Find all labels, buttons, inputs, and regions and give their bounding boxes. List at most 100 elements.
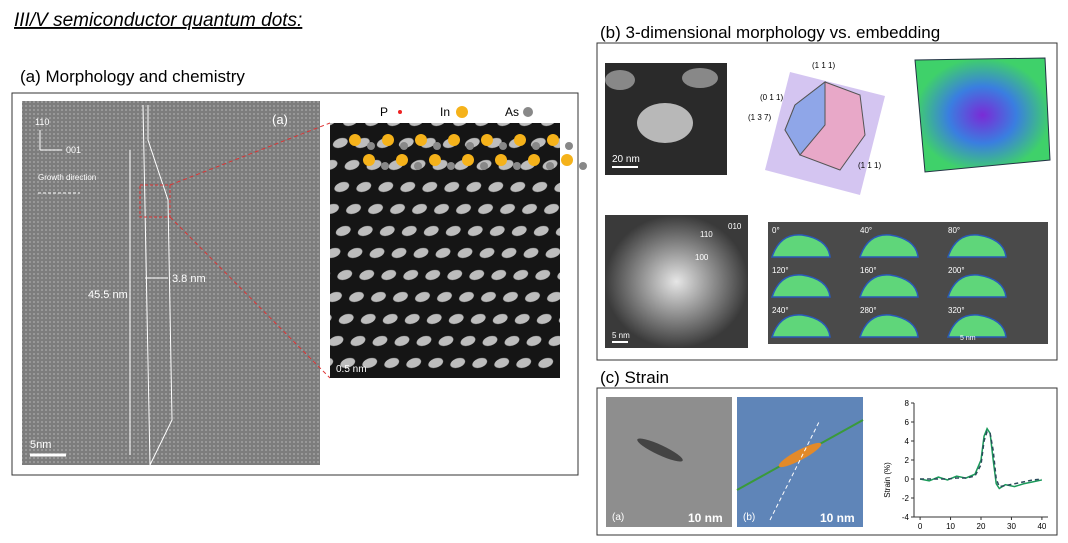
in-atom <box>495 154 507 166</box>
qd-view <box>770 234 831 258</box>
panel-frame <box>596 387 1058 536</box>
y-axis-label: Strain (%) <box>883 462 892 498</box>
panel-title: (b) 3-dimensional morphology vs. embeddi… <box>600 23 940 42</box>
strain-plot: -4 -2 0 2 4 6 8 0 10 20 30 40 <box>902 399 1048 531</box>
zoom-line <box>169 122 331 186</box>
in-atom <box>382 134 394 146</box>
in-atom <box>514 134 526 146</box>
strain-line <box>920 430 1042 488</box>
legend-dot <box>523 107 533 117</box>
strain-map <box>737 397 863 527</box>
panel-label: (b) <box>743 512 755 523</box>
scale-label: 5nm <box>30 439 51 451</box>
as-atom <box>532 142 540 150</box>
y-tick-label: 0 <box>905 475 910 484</box>
outline <box>147 105 173 466</box>
legend-dot <box>456 106 468 118</box>
qd-view <box>858 234 919 258</box>
angle-label: 160° <box>860 266 877 275</box>
legend-label: In <box>440 105 450 119</box>
y-tick-label: -2 <box>902 494 910 503</box>
as-atom <box>381 162 389 170</box>
angle-label: 40° <box>860 226 872 235</box>
y-tick-label: 2 <box>905 456 910 465</box>
stem-image <box>605 215 748 348</box>
as-atom <box>447 162 455 170</box>
dot <box>637 438 683 462</box>
as-atom <box>414 162 422 170</box>
in-atom <box>448 134 460 146</box>
facet-label: (1 1 1) <box>858 161 881 170</box>
panel-label: (a) <box>612 512 624 523</box>
angle-label: 320° <box>948 306 965 315</box>
as-atom <box>400 142 408 150</box>
axis-label: 100 <box>695 253 709 262</box>
in-atom <box>349 134 361 146</box>
in-atom <box>396 154 408 166</box>
angle-label: 240° <box>772 306 789 315</box>
qd-view <box>770 314 831 338</box>
panel-title: (a) Morphology and chemistry <box>20 67 245 86</box>
qd-view <box>770 274 831 298</box>
outline <box>142 104 151 466</box>
in-atom <box>415 134 427 146</box>
angle-label: 120° <box>772 266 789 275</box>
scale-label: 10 nm <box>688 511 723 525</box>
dot <box>682 68 718 88</box>
axis-label: 001 <box>66 145 81 155</box>
title: III/V semiconductor quantum dots: <box>14 10 302 31</box>
scale-label: 20 nm <box>612 154 640 165</box>
axis-label: 110 <box>700 230 713 239</box>
qd-view <box>858 314 919 338</box>
growth-label: Growth direction <box>38 173 96 182</box>
dot <box>637 103 693 143</box>
scale-label: 5 nm <box>960 335 976 342</box>
rotation-views: 0° 40° 80° 120° 160° 200° 240° 280° 320° <box>770 226 1007 338</box>
hrtem-image <box>22 101 320 465</box>
as-atom <box>579 162 587 170</box>
scale-label: 5 nm <box>612 331 630 340</box>
angle-label: 80° <box>948 226 960 235</box>
in-atom <box>547 134 559 146</box>
in-atom <box>481 134 493 146</box>
length-label: 45.5 nm <box>88 289 128 301</box>
qd-view <box>946 274 1007 298</box>
in-atom <box>429 154 441 166</box>
facet-label: (1 3 7) <box>748 113 771 122</box>
heatmap <box>914 57 1051 173</box>
panel-frame <box>596 42 1058 361</box>
dot <box>605 70 635 90</box>
x-tick-label: 20 <box>977 522 986 531</box>
as-atom <box>480 162 488 170</box>
strain-spot <box>778 442 822 468</box>
panel-label: (a) <box>272 112 288 127</box>
in-atom <box>528 154 540 166</box>
facet-label: (1 1 1) <box>812 61 835 70</box>
as-atom <box>546 162 554 170</box>
as-atom <box>499 142 507 150</box>
qd-view <box>946 234 1007 258</box>
in-atom <box>561 154 573 166</box>
as-atom <box>513 162 521 170</box>
x-tick-label: 0 <box>918 522 923 531</box>
x-tick-label: 30 <box>1007 522 1016 531</box>
strain-line <box>919 427 1043 490</box>
panel-title: (c) Strain <box>600 368 669 387</box>
axis-label: 010 <box>728 222 742 231</box>
legend-dot <box>398 110 402 114</box>
tem-image <box>606 397 732 527</box>
in-atom <box>462 154 474 166</box>
qd-view <box>858 274 919 298</box>
in-atom <box>363 154 375 166</box>
width-label: 3.8 nm <box>172 273 206 285</box>
y-tick-label: 6 <box>905 418 910 427</box>
axis-label: 110 <box>35 117 49 127</box>
scale-label: 0.5 nm <box>336 364 367 375</box>
dashed-line <box>769 419 821 521</box>
panel-frame <box>11 92 579 476</box>
scale-label: 10 nm <box>820 511 855 525</box>
angle-label: 200° <box>948 266 965 275</box>
zoom-line <box>169 216 331 379</box>
angle-label: 280° <box>860 306 877 315</box>
